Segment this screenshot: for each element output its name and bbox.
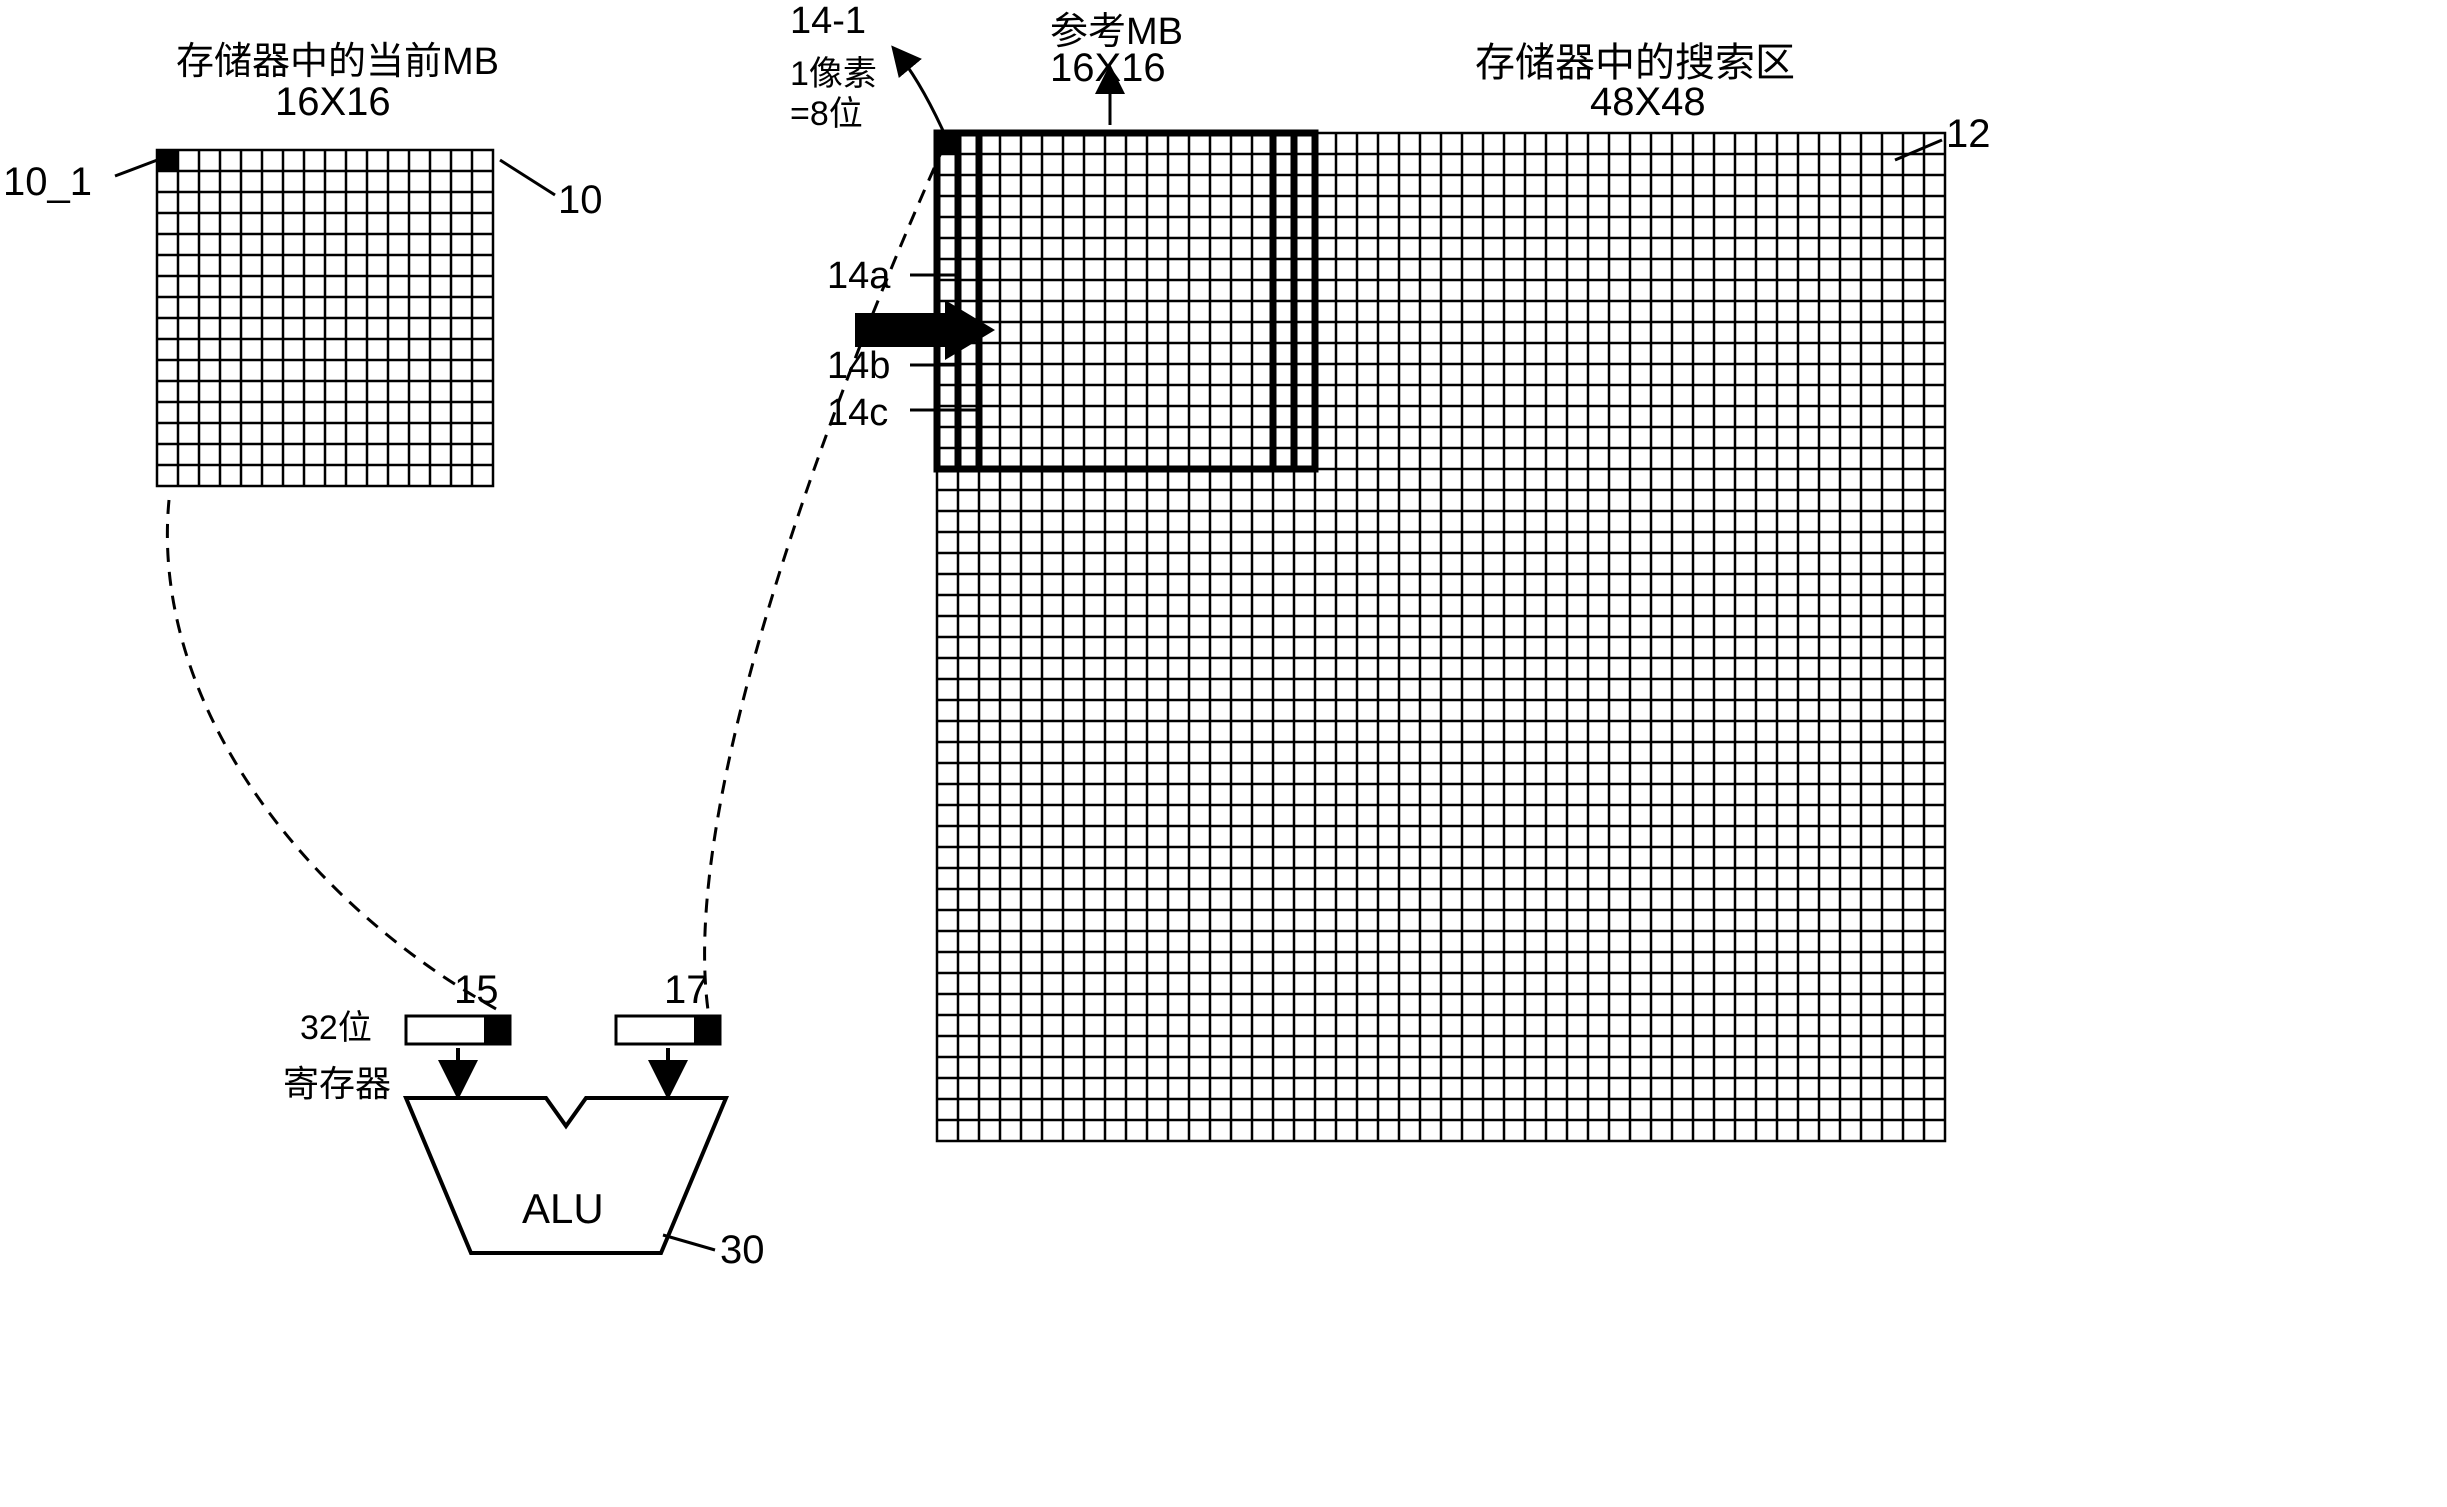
ref-10-1: 10_1 [3,160,92,205]
diagram-canvas: 存储器中的当前MB 16X16 10_1 10 14-1 1像素 =8位 参考M… [0,0,2447,1507]
left-title-line2: 16X16 [275,80,391,125]
ref-15: 15 [454,968,499,1013]
right-title-line2: 48X48 [1590,80,1706,125]
diagram-svg [0,0,2447,1507]
register-label: 寄存器 [283,1055,391,1107]
bits-32: 32位 [300,1000,372,1049]
ref-17: 17 [664,968,709,1013]
ref-14c: 14c [827,392,888,435]
alu-label: ALU [522,1185,604,1233]
pixel-note-line1: 14-1 [790,0,866,43]
left-title-line1: 存储器中的当前MB [176,30,499,85]
ref-14a: 14a [827,255,890,298]
ref-14b: 14b [827,345,890,388]
pixel-note-line3: =8位 [790,86,863,135]
ref-10: 10 [558,178,603,223]
ref-30: 30 [720,1228,765,1273]
ref-12: 12 [1946,112,1991,157]
refmb-line2: 16X16 [1050,46,1166,91]
